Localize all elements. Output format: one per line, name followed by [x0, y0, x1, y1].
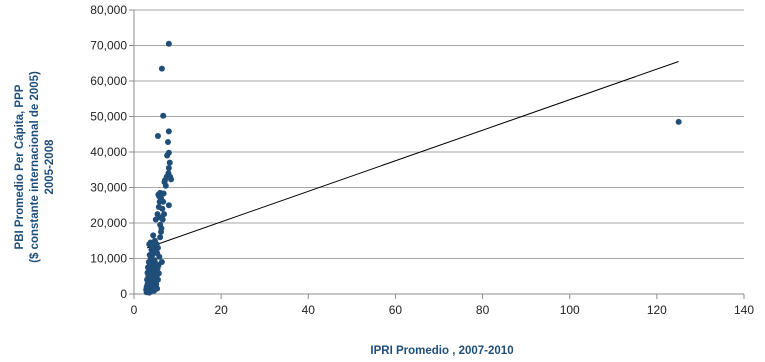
x-tick-label: 140	[734, 303, 754, 317]
data-point	[165, 128, 172, 135]
x-tick-label: 0	[131, 303, 138, 317]
data-point	[156, 253, 163, 260]
y-tick-label: 10,000	[90, 252, 127, 266]
data-point	[158, 228, 165, 235]
data-point	[157, 221, 164, 228]
y-axis-title-line-1: PBI Promedio Per Cápita, PPP	[14, 84, 26, 249]
trendline-group	[146, 61, 679, 249]
y-axis-title-line-2: ($ constante internacional de 2005)	[29, 71, 41, 263]
y-tick-label: 20,000	[90, 216, 127, 230]
x-tick-labels: 0 20 40 60 80 100 120 140	[131, 303, 755, 317]
data-point	[166, 159, 173, 166]
y-axis-title-line-3: 2005-2008	[44, 139, 56, 195]
y-tick-label: 40,000	[90, 145, 127, 159]
data-point	[159, 216, 166, 223]
axes	[129, 9, 745, 299]
data-point	[168, 176, 175, 183]
data-point	[161, 211, 168, 218]
data-point	[161, 177, 168, 184]
x-tick-label: 60	[389, 303, 403, 317]
data-point	[165, 164, 172, 171]
trendline	[146, 61, 679, 249]
data-point	[154, 133, 161, 140]
x-tick-label: 120	[647, 303, 667, 317]
data-point	[160, 198, 167, 205]
y-tick-label: 50,000	[90, 110, 127, 124]
data-point	[146, 241, 153, 248]
data-point	[150, 232, 157, 239]
data-point	[151, 287, 158, 294]
y-axis-title: PBI Promedio Per Cápita, PPP ($ constant…	[14, 71, 56, 263]
gridlines	[134, 9, 744, 259]
data-point	[675, 118, 682, 125]
data-point	[159, 205, 166, 212]
data-point	[160, 190, 167, 197]
y-tick-label: 80,000	[90, 3, 127, 17]
y-tick-label: 70,000	[90, 39, 127, 53]
data-point	[157, 234, 164, 241]
data-points	[143, 40, 682, 296]
data-point	[152, 216, 159, 223]
data-point	[156, 193, 163, 200]
data-point	[160, 112, 167, 119]
x-tick-label: 40	[302, 303, 316, 317]
data-point	[165, 149, 172, 156]
y-tick-labels: 0 10,000 20,000 30,000 40,000 50,000 60,000 70,…	[90, 3, 127, 301]
data-point	[158, 65, 165, 72]
data-point	[144, 286, 151, 293]
y-tick-label: 0	[120, 287, 127, 301]
x-axis-title: IPRI Promedio , 2007-2010	[370, 345, 513, 357]
x-tick-label: 100	[560, 303, 580, 317]
x-tick-label: 20	[214, 303, 228, 317]
data-point	[164, 139, 171, 146]
x-tick-label: 80	[476, 303, 490, 317]
y-tick-label: 60,000	[90, 74, 127, 88]
data-point	[165, 40, 172, 47]
y-tick-label: 30,000	[90, 181, 127, 195]
data-point	[165, 202, 172, 209]
data-point	[162, 182, 169, 189]
